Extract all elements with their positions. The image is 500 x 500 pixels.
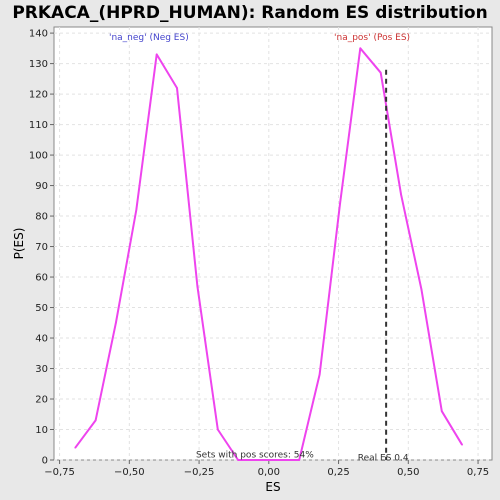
x-axis-ticks: −0,75 −0,50 −0,25 0,00 0,25 0,50 0,75 xyxy=(44,460,489,478)
data-point xyxy=(420,288,423,291)
y-tick-label: 130 xyxy=(29,59,48,70)
x-axis-label: ES xyxy=(265,480,280,494)
data-point xyxy=(94,419,97,422)
x-tick-label: 0,50 xyxy=(397,467,419,478)
grid xyxy=(54,27,492,461)
neg-es-label: 'na_neg' (Neg ES) xyxy=(109,33,189,43)
data-point xyxy=(237,459,239,461)
y-tick-label: 140 xyxy=(29,29,48,40)
y-tick-label: 100 xyxy=(29,151,48,162)
chart-title: PRKACA_(HPRD_HUMAN): Random ES distribut… xyxy=(12,3,487,23)
y-tick-label: 30 xyxy=(35,364,48,375)
pos-es-label: 'na_pos' (Pos ES) xyxy=(334,33,410,43)
x-tick-label: 0,25 xyxy=(327,467,349,478)
y-tick-label: 0 xyxy=(42,456,48,467)
x-tick-label: −0,75 xyxy=(44,467,75,478)
data-point xyxy=(74,447,77,449)
y-tick-label: 110 xyxy=(29,120,48,131)
y-axis-ticks: 0 10 20 30 40 50 60 70 80 90 100 110 120 130 140 xyxy=(29,29,54,467)
y-tick-label: 80 xyxy=(35,212,48,223)
y-tick-label: 40 xyxy=(35,334,48,345)
y-tick-label: 120 xyxy=(29,90,48,101)
y-tick-label: 10 xyxy=(35,425,48,436)
x-tick-label: 0,00 xyxy=(258,467,280,478)
data-point xyxy=(461,443,463,446)
data-point xyxy=(339,203,341,205)
sets-with-pos-label: Sets with pos scores: 54% xyxy=(196,451,314,461)
y-tick-label: 70 xyxy=(35,242,48,253)
data-point xyxy=(298,459,301,461)
x-tick-label: 0,75 xyxy=(467,467,489,478)
data-point xyxy=(379,71,382,74)
plot-area xyxy=(53,26,493,461)
data-point xyxy=(196,285,199,287)
y-tick-label: 50 xyxy=(35,303,48,314)
data-point xyxy=(400,193,402,196)
series-line xyxy=(74,47,463,461)
x-tick-label: −0,25 xyxy=(184,467,215,478)
y-tick-label: 90 xyxy=(35,181,48,192)
y-axis-label: P(ES) xyxy=(12,228,26,260)
data-point xyxy=(257,459,260,461)
real-es-label: Real ES 0.4 xyxy=(358,454,409,464)
data-point xyxy=(155,53,158,56)
data-point xyxy=(318,373,321,376)
x-tick-label: −0,50 xyxy=(114,467,145,478)
data-point xyxy=(440,410,443,413)
series-group xyxy=(74,47,463,461)
data-point xyxy=(176,87,178,89)
data-point xyxy=(216,428,219,431)
y-tick-label: 20 xyxy=(35,395,48,406)
data-point xyxy=(135,209,138,211)
data-point xyxy=(115,321,117,324)
data-point xyxy=(359,47,362,50)
y-tick-label: 60 xyxy=(35,273,48,284)
data-point xyxy=(278,459,280,461)
